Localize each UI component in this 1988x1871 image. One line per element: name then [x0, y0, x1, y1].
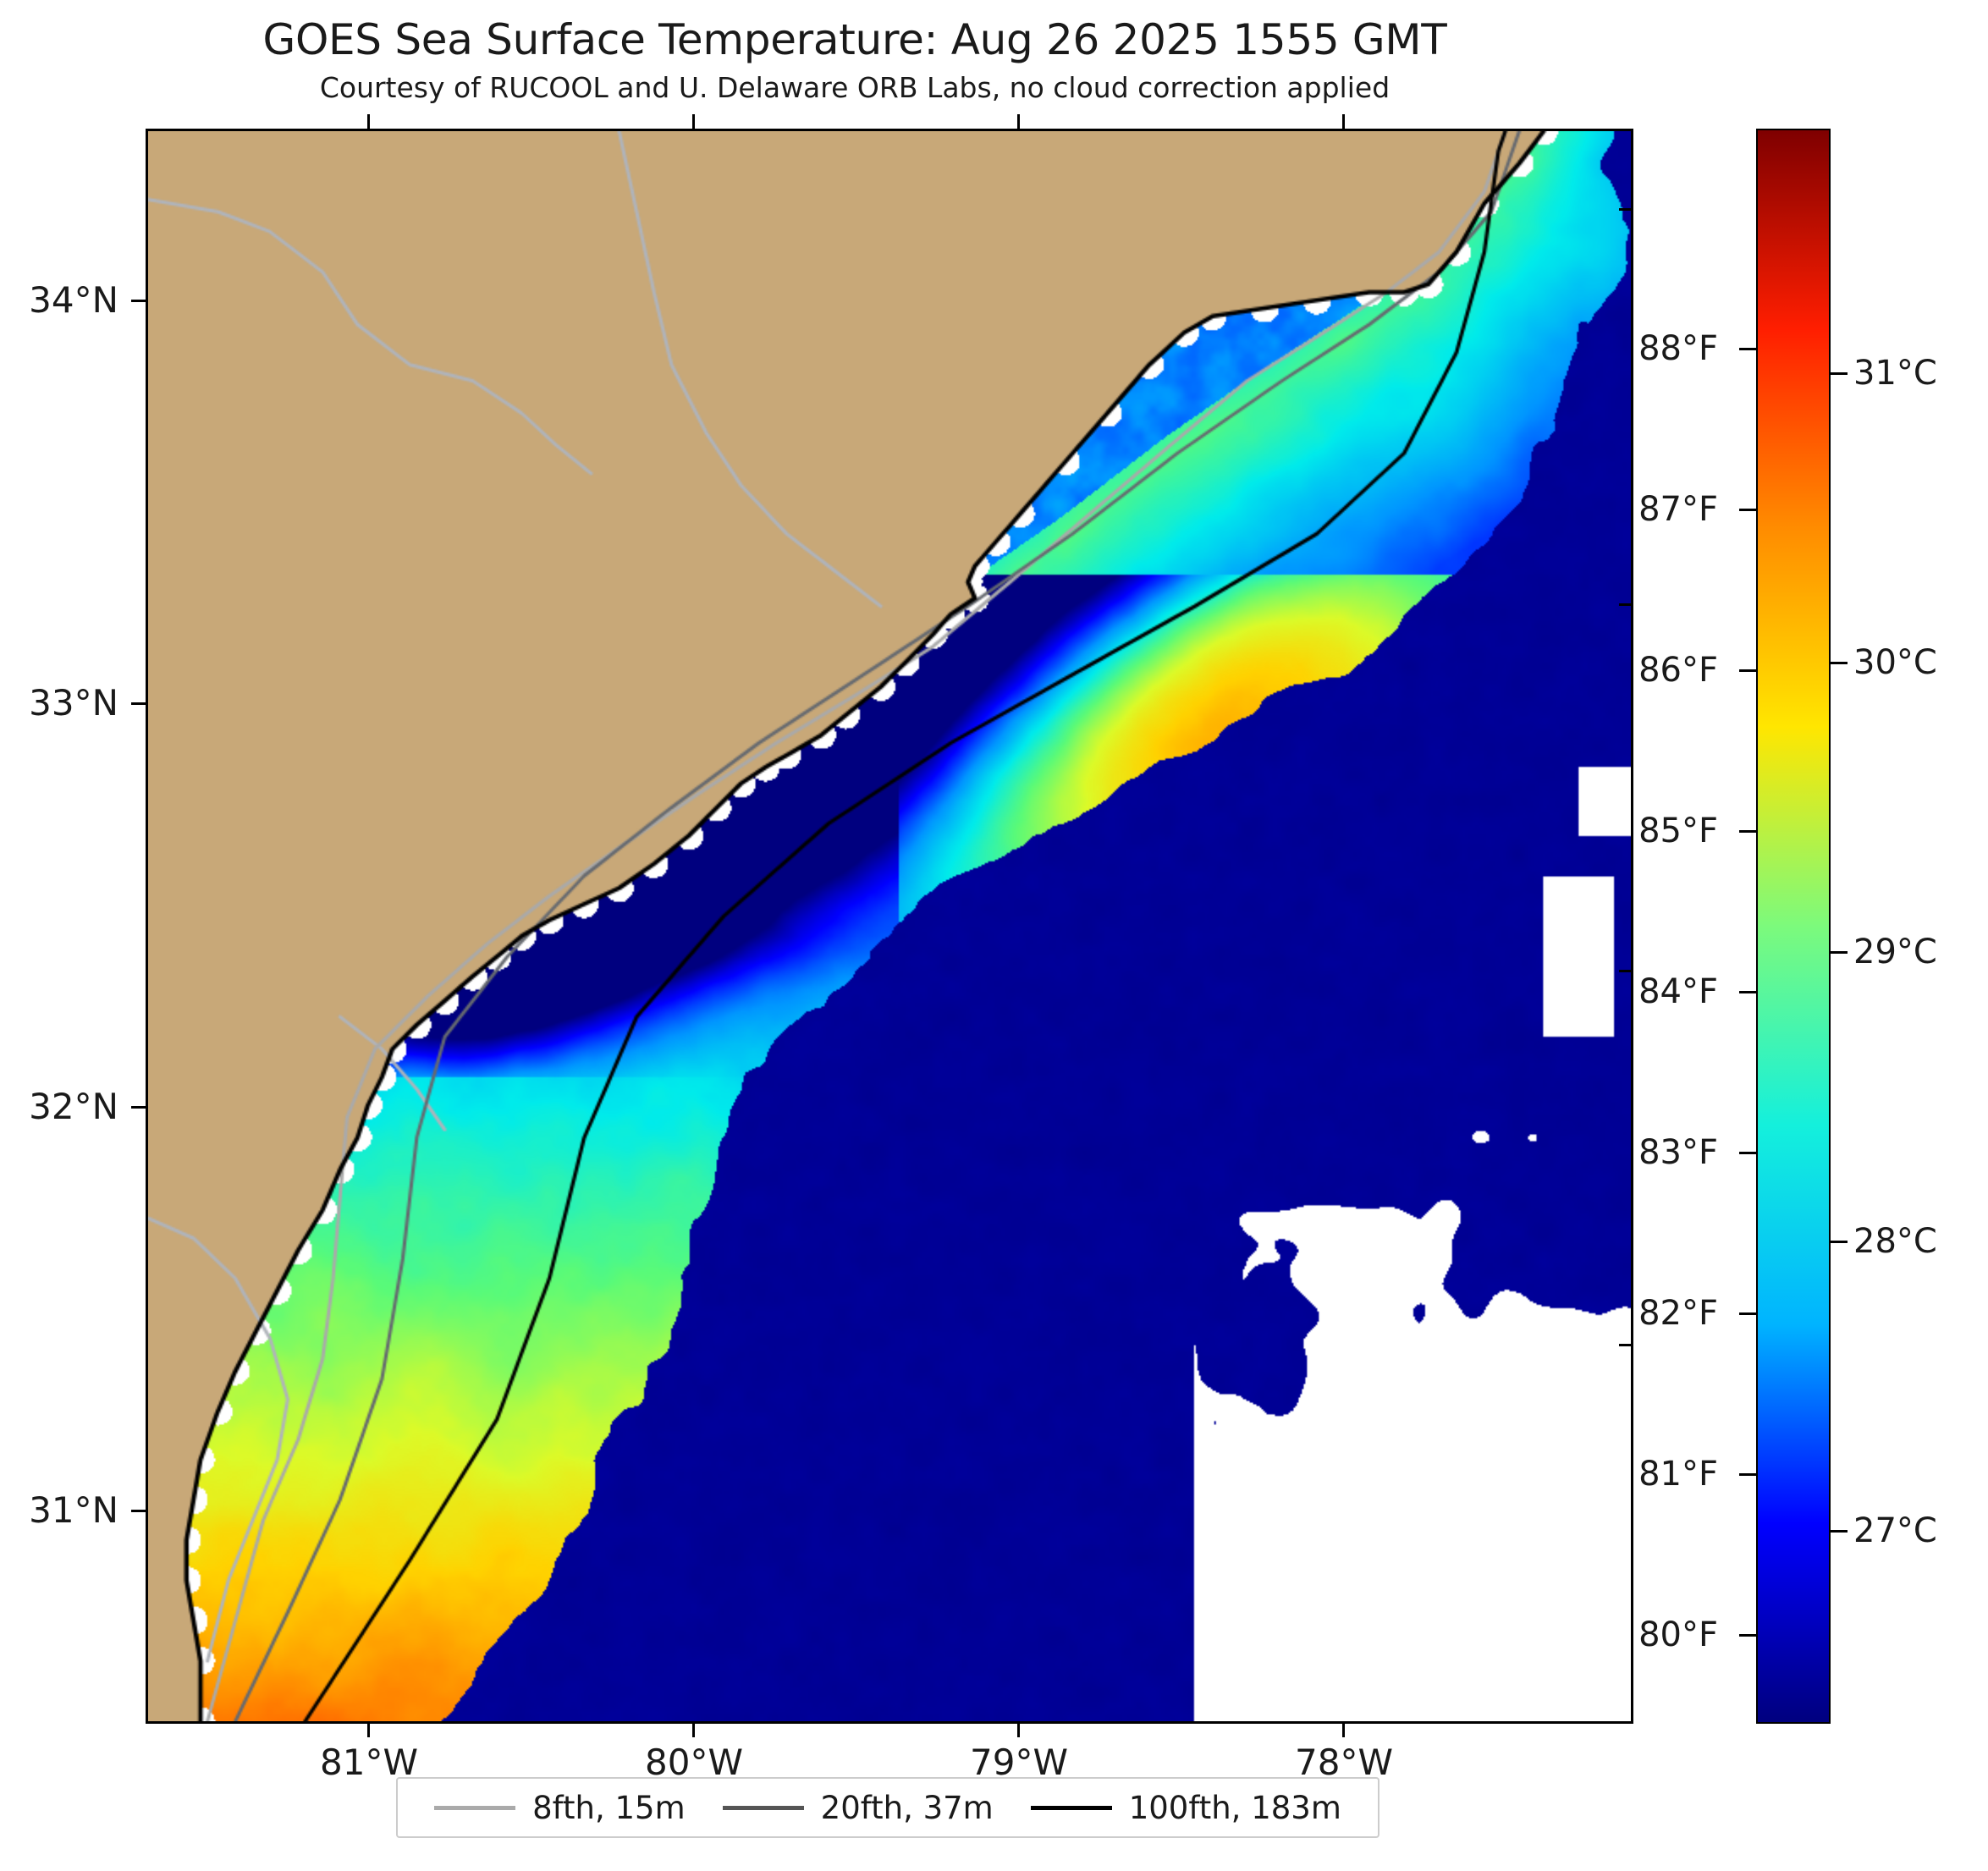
cb-label-f-83: 83°F: [1638, 1133, 1718, 1172]
x-tick-label-80: 80°W: [645, 1742, 743, 1783]
x-tick-81: [367, 1723, 370, 1737]
map-right-tick-3: [1619, 970, 1633, 972]
colorbar: [1756, 129, 1831, 1724]
y-tick-label-33: 33°N: [29, 682, 118, 724]
y-tick-31: [131, 1510, 146, 1512]
y-tick-label-34: 34°N: [29, 279, 118, 321]
y-tick-34: [131, 300, 146, 302]
x-tick-top-78: [1342, 114, 1345, 129]
cb-label-c-30: 30°C: [1853, 643, 1937, 682]
legend-line-100fth: [1030, 1805, 1112, 1810]
y-tick-label-31: 31°N: [29, 1489, 118, 1531]
y-tick-label-32: 32°N: [29, 1086, 118, 1127]
map-right-tick-2: [1619, 603, 1633, 606]
map-right-tick-4: [1619, 1344, 1633, 1346]
cb-tick-f-86: [1739, 669, 1756, 672]
legend-item-8fth: 8fth, 15m: [434, 1790, 686, 1826]
legend-label-20fth: 20fth, 37m: [820, 1789, 994, 1826]
cb-label-c-28: 28°C: [1853, 1222, 1937, 1261]
cb-label-c-27: 27°C: [1853, 1511, 1937, 1550]
x-tick-78: [1342, 1723, 1345, 1737]
legend-line-20fth: [722, 1805, 804, 1810]
legend-label-100fth: 100fth, 183m: [1128, 1789, 1341, 1826]
depth-contour-legend: 8fth, 15m 20fth, 37m 100fth, 183m: [396, 1777, 1379, 1838]
x-tick-top-81: [367, 114, 370, 129]
cb-label-f-87: 87°F: [1638, 490, 1718, 529]
cb-label-c-31: 31°C: [1853, 354, 1937, 393]
cb-tick-c-28: [1831, 1241, 1848, 1243]
page-title: GOES Sea Surface Temperature: Aug 26 202…: [262, 15, 1447, 64]
cb-tick-f-88: [1739, 348, 1756, 350]
cb-tick-f-84: [1739, 991, 1756, 993]
cb-tick-c-31: [1831, 372, 1848, 375]
cb-label-f-81: 81°F: [1638, 1455, 1718, 1494]
x-tick-80: [692, 1723, 695, 1737]
page-subtitle: Courtesy of RUCOOL and U. Delaware ORB L…: [319, 71, 1390, 104]
cb-tick-f-85: [1739, 830, 1756, 833]
cb-label-f-84: 84°F: [1638, 972, 1718, 1011]
cb-label-f-88: 88°F: [1638, 329, 1718, 368]
x-tick-label-81: 81°W: [320, 1742, 418, 1783]
sst-heatmap-canvas: [148, 131, 1631, 1721]
x-tick-top-79: [1017, 114, 1020, 129]
x-tick-79: [1017, 1723, 1020, 1737]
x-tick-label-79: 79°W: [970, 1742, 1068, 1783]
legend-label-8fth: 8fth, 15m: [532, 1789, 686, 1826]
cb-tick-c-27: [1831, 1530, 1848, 1533]
cb-tick-f-80: [1739, 1634, 1756, 1637]
x-tick-top-80: [692, 114, 695, 129]
y-tick-32: [131, 1106, 146, 1109]
cb-tick-c-29: [1831, 951, 1848, 954]
cb-label-c-29: 29°C: [1853, 933, 1937, 971]
legend-item-20fth: 20fth, 37m: [722, 1789, 994, 1826]
sst-map-panel: [146, 129, 1633, 1724]
cb-label-f-86: 86°F: [1638, 651, 1718, 690]
legend-line-8fth: [434, 1805, 516, 1810]
cb-label-f-85: 85°F: [1638, 812, 1718, 850]
colorbar-gradient: [1758, 130, 1829, 1722]
cb-tick-f-82: [1739, 1312, 1756, 1315]
cb-tick-f-81: [1739, 1473, 1756, 1476]
cb-tick-f-87: [1739, 509, 1756, 511]
cb-tick-f-83: [1739, 1152, 1756, 1154]
x-tick-label-78: 78°W: [1295, 1742, 1393, 1783]
cb-tick-c-30: [1831, 662, 1848, 664]
cb-label-f-82: 82°F: [1638, 1294, 1718, 1333]
cb-label-f-80: 80°F: [1638, 1615, 1718, 1654]
map-right-tick-1: [1619, 208, 1633, 211]
legend-item-100fth: 100fth, 183m: [1030, 1789, 1341, 1826]
y-tick-33: [131, 702, 146, 705]
